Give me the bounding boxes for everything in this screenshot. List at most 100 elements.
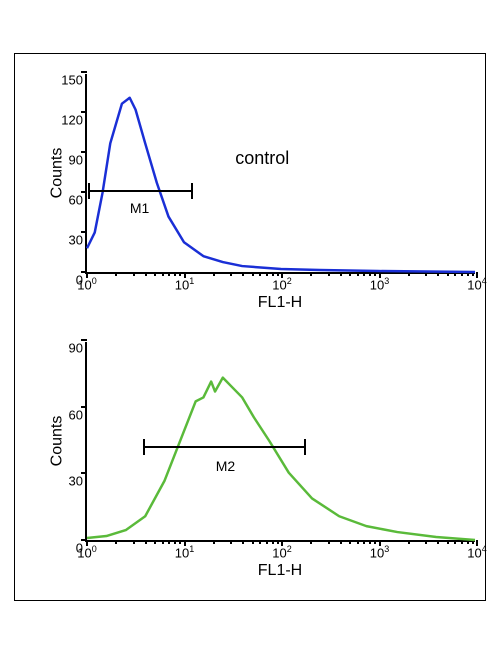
chart1-xtick-minor [168, 272, 170, 276]
chart2-xtick-minor [340, 540, 342, 544]
chart2-xtick-exp: 2 [287, 544, 292, 554]
chart2-gate-cap [143, 439, 145, 455]
chart1-ytick: 150 [61, 73, 87, 88]
chart2-xtick-minor [437, 540, 439, 544]
chart2-xtick-minor [357, 540, 359, 544]
chart1-xtick-exp: 4 [482, 276, 487, 286]
chart1-gate-cap [88, 183, 90, 199]
chart1-ytick-mark [81, 71, 87, 73]
chart1-xtick-exp: 3 [384, 276, 389, 286]
chart1-xtick-minor [357, 272, 359, 276]
chart1-xtick-minor [154, 272, 156, 276]
chart1-curve [87, 74, 475, 272]
chart1-xtick-minor [133, 272, 135, 276]
chart1-ytick: 120 [61, 113, 87, 128]
chart2-xtick-mark [184, 540, 186, 546]
chart2-xtick-minor [259, 540, 261, 544]
chart1-xtick-minor [349, 272, 351, 276]
chart1-xtick-minor [230, 272, 232, 276]
chart1-xtick-minor [328, 272, 330, 276]
chart1-xtick-minor [115, 272, 117, 276]
chart1-xtick-mark [86, 272, 88, 278]
chart1-ytick: 30 [69, 233, 87, 248]
chart1-xtick-mark [476, 272, 478, 278]
chart2-xtick-exp: 4 [482, 544, 487, 554]
chart2-xtick-minor [363, 540, 365, 544]
chart1-ytick: 90 [69, 153, 87, 168]
chart2-panel: Counts0306090100101102103104M2 FL1-H [25, 342, 475, 580]
chart2-xtick-minor [230, 540, 232, 544]
chart2-xtick-minor [133, 540, 135, 544]
chart1-xtick-exp: 1 [189, 276, 194, 286]
chart2-xtick-minor [145, 540, 147, 544]
chart1-xtick-minor [408, 272, 410, 276]
chart2-xtick-minor [310, 540, 312, 544]
chart2-xtick-mark [476, 540, 478, 546]
figure-frame: Counts0306090120150100101102103104contro… [14, 53, 486, 601]
chart1-xtick-minor [252, 272, 254, 276]
chart2-xtick-minor [266, 540, 268, 544]
chart1-ytick: 60 [69, 193, 87, 208]
chart1-ylabel: Counts [48, 148, 66, 199]
chart2-xtick-base: 10 [175, 545, 189, 560]
chart1-xtick-base: 10 [77, 277, 91, 292]
chart1-xtick-mark [379, 272, 381, 278]
chart2-xlabel: FL1-H [85, 562, 475, 580]
chart2-xtick-minor [213, 540, 215, 544]
chart1-xtick-base: 10 [370, 277, 384, 292]
chart1-gate-label: M1 [130, 200, 149, 216]
chart2-xtick-minor [252, 540, 254, 544]
chart2-curve [87, 342, 475, 540]
chart2-xtick-base: 10 [77, 545, 91, 560]
chart1-xtick-minor [145, 272, 147, 276]
chart2-xtick-minor [349, 540, 351, 544]
chart2-gate-label: M2 [216, 458, 235, 474]
chart1-xtick-exp: 0 [92, 276, 97, 286]
chart2-ytick: 90 [69, 341, 87, 356]
chart2-ytick: 60 [69, 407, 87, 422]
chart1-xtick-base: 10 [175, 277, 189, 292]
chart1-xtick-minor [259, 272, 261, 276]
chart2-xtick-minor [328, 540, 330, 544]
chart1-annotation: control [235, 148, 289, 169]
chart2-xtick-minor [168, 540, 170, 544]
chart2-plot: Counts0306090100101102103104M2 [85, 342, 475, 542]
chart2-xtick-minor [162, 540, 164, 544]
chart1-xtick-mark [281, 272, 283, 278]
chart2-ylabel: Counts [48, 416, 66, 467]
chart1-xlabel: FL1-H [85, 294, 475, 312]
chart2-xtick-exp: 0 [92, 544, 97, 554]
chart2-xtick-minor [461, 540, 463, 544]
chart2-xtick-mark [86, 540, 88, 546]
chart2-gate-line [144, 446, 306, 448]
chart2-ytick-mark [81, 339, 87, 341]
chart1-xtick-exp: 2 [287, 276, 292, 286]
chart2-xtick-mark [379, 540, 381, 546]
chart2-ytick: 30 [69, 474, 87, 489]
chart1-xtick-minor [363, 272, 365, 276]
chart1-xtick-minor [266, 272, 268, 276]
chart2-xtick-mark [281, 540, 283, 546]
chart1-plot: Counts0306090120150100101102103104contro… [85, 74, 475, 274]
chart1-xtick-minor [162, 272, 164, 276]
chart2-xtick-minor [242, 540, 244, 544]
chart2-xtick-minor [154, 540, 156, 544]
charts-container: Counts0306090120150100101102103104contro… [25, 74, 475, 580]
chart1-xtick-mark [184, 272, 186, 278]
chart2-gate-cap [304, 439, 306, 455]
chart2-xtick-minor [447, 540, 449, 544]
chart1-xtick-base: 10 [467, 277, 481, 292]
chart2-xtick-minor [425, 540, 427, 544]
chart1-xtick-base: 10 [272, 277, 286, 292]
chart1-xtick-minor [310, 272, 312, 276]
chart2-xtick-minor [115, 540, 117, 544]
chart2-xtick-exp: 1 [189, 544, 194, 554]
chart1-gate-line [89, 190, 192, 192]
chart1-xtick-minor [213, 272, 215, 276]
chart1-xtick-minor [340, 272, 342, 276]
chart2-xtick-base: 10 [272, 545, 286, 560]
chart2-xtick-base: 10 [370, 545, 384, 560]
chart2-xtick-exp: 3 [384, 544, 389, 554]
chart1-gate-cap [191, 183, 193, 199]
chart2-xtick-base: 10 [467, 545, 481, 560]
